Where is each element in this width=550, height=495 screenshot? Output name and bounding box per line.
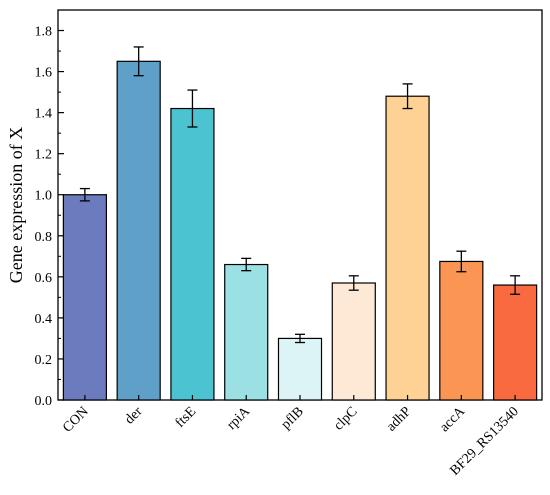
y-tick-label: 0.4	[35, 312, 53, 327]
bar-pflb	[277, 337, 323, 401]
y-tick-label: 1.6	[35, 66, 53, 81]
y-tick-label: 0.8	[35, 230, 53, 245]
bar-ftse	[170, 107, 215, 401]
x-tick-label: pflB	[279, 404, 307, 432]
bar-adhp	[385, 95, 430, 401]
y-tick-label: 1.8	[35, 25, 53, 40]
bar-bf29-rs13540	[493, 284, 538, 401]
y-tick-label: 0.6	[35, 271, 53, 286]
y-tick-label: 1.0	[35, 189, 53, 204]
x-tick-label: ftsE	[173, 404, 200, 431]
y-tick-label: 0.2	[35, 353, 53, 368]
x-tick-label: clpC	[331, 404, 360, 433]
x-tick-label: der	[122, 404, 145, 427]
bar-clpc	[331, 282, 376, 401]
y-axis: 0.0 0.2 0.4 0.6 0.8 1.0 1.2 1.4 1.6 1.8	[35, 25, 64, 409]
bars-group	[62, 46, 538, 401]
x-axis: CON der ftsE rpiA pflB clpC adhP accABF29_RS135…	[60, 395, 522, 479]
y-tick-label: 1.2	[35, 148, 53, 163]
y-tick-label: 1.4	[35, 107, 53, 122]
bar-rpia	[224, 263, 269, 401]
bar-con	[62, 194, 107, 401]
x-tick-label: adhP	[384, 404, 415, 435]
y-tick-label: 0.0	[35, 394, 53, 409]
bar-der	[116, 60, 161, 401]
x-tick-label: CON	[60, 404, 92, 436]
x-tick-label: accA	[437, 404, 469, 436]
x-tick-label: rpiA	[224, 404, 253, 433]
bar-acca	[439, 260, 484, 401]
y-axis-label: Gene expression of X	[6, 127, 26, 283]
